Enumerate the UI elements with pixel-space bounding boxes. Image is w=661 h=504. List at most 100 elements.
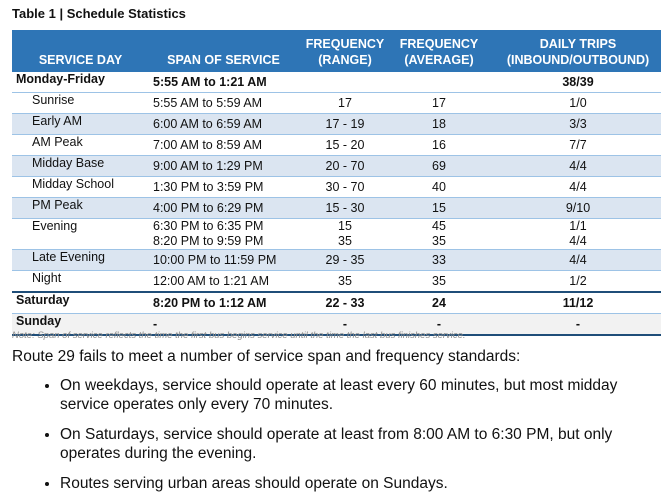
cell-line: DAILY TRIPS (539, 37, 617, 51)
header-cell: SPAN OF SERVICE (149, 30, 298, 72)
cell-text: PM Peak (32, 198, 83, 212)
cell-text: 12:00 AM to 1:21 AM (153, 273, 270, 288)
table-cell: 35 (392, 270, 486, 293)
table-note: Note: Span of service reflects the time … (12, 330, 466, 341)
cell-text: - (575, 316, 581, 331)
cell-text: 69 (432, 158, 446, 173)
table-row: Early AM 6:00 AM to 6:59 AM 17 - 19 18 3/3 (12, 113, 661, 135)
cell-text: Midday Base (32, 156, 105, 170)
cell-text: 4:00 PM to 6:29 PM (153, 200, 264, 215)
cell-text: Late Evening (32, 250, 105, 264)
table-row: AM Peak 7:00 AM to 8:59 AM 15 - 20 16 7/7 (12, 134, 661, 156)
header-row: SERVICE DAY SPAN OF SERVICE FREQUENCY (RANG… (12, 30, 661, 72)
cell-text: 38/39 (562, 74, 594, 89)
cell-text: 15 (432, 200, 446, 215)
table-cell: PM Peak (12, 197, 149, 219)
cell-text: Saturday (16, 293, 70, 307)
table-cell: - (298, 313, 392, 336)
table-cell: 20 - 70 (298, 155, 392, 177)
table-cell: 17 (298, 92, 392, 114)
cell-text: AM Peak (32, 135, 83, 149)
table-cell: 3/3 (486, 113, 661, 135)
intro-text: Route 29 fails to meet a number of servi… (12, 348, 521, 365)
cell-text: 3/3 (569, 116, 587, 131)
table-cell: 15 35 (298, 218, 392, 250)
cell-text: Evening (32, 219, 78, 233)
table-cell: 29 - 35 (298, 249, 392, 271)
cell-text: 5:55 AM to 5:59 AM (153, 95, 263, 110)
cell-line: SERVICE DAY (38, 53, 123, 67)
table-row: Saturday 8:20 PM to 1:12 AM 22 - 33 24 11/12 (12, 291, 661, 314)
cell-text: 33 (432, 252, 446, 267)
cell-text: 29 - 35 (325, 252, 365, 267)
table-title: Table 1 | Schedule Statistics (12, 6, 186, 21)
table-row: Midday School 1:30 PM to 3:59 PM 30 - 70 40… (12, 176, 661, 198)
table-cell (392, 72, 486, 93)
cell-line: (AVERAGE) (404, 53, 474, 67)
cell-text: 7:00 AM to 8:59 AM (153, 137, 263, 152)
table-cell: 1/2 (486, 270, 661, 293)
cell-text: 1/2 (569, 273, 587, 288)
table-cell: 15 - 20 (298, 134, 392, 156)
cell-line: 8:20 PM to 9:59 PM (153, 234, 264, 248)
table-cell: - (149, 313, 298, 336)
table-cell: 4/4 (486, 155, 661, 177)
cell-text: 18 (432, 116, 446, 131)
table-cell: 1/0 (486, 92, 661, 114)
header-cell: FREQUENCY (AVERAGE) (392, 30, 486, 72)
cell-text: 6:00 AM to 6:59 AM (153, 116, 263, 131)
table-cell: 15 - 30 (298, 197, 392, 219)
table-cell: 1/1 4/4 (486, 218, 661, 250)
header-cell: SERVICE DAY (12, 30, 149, 72)
table-cell: 4:00 PM to 6:29 PM (149, 197, 298, 219)
cell-text: 17 - 19 (325, 116, 365, 131)
cell-text: 1:30 PM to 3:59 PM (153, 179, 264, 194)
table-cell: 11/12 (486, 291, 661, 314)
cell-text: 30 - 70 (325, 179, 365, 194)
cell-text: Sunrise (32, 93, 75, 107)
cell-text: 17 (338, 95, 352, 110)
cell-text: Monday-Friday (16, 72, 105, 86)
table-cell: 69 (392, 155, 486, 177)
table-cell: Monday-Friday (12, 72, 149, 93)
cell-text: 35 (432, 273, 446, 288)
bullet: On weekdays, service should operate at l… (60, 376, 630, 414)
table-cell: 5:55 AM to 5:59 AM (149, 92, 298, 114)
table-row: Midday Base 9:00 AM to 1:29 PM 20 - 70 69 4/… (12, 155, 661, 177)
table-row: Evening 6:30 PM to 6:35 PM 8:20 PM to 9:59… (12, 218, 661, 250)
cell-line: 6:30 PM to 6:35 PM (153, 219, 264, 233)
cell-text: 15 - 20 (325, 137, 365, 152)
table-cell: 16 (392, 134, 486, 156)
table-cell: - (486, 313, 661, 336)
cell-text: 10:00 PM to 11:59 PM (153, 252, 277, 267)
cell-text: 4/4 (569, 252, 587, 267)
table-cell: 9/10 (486, 197, 661, 219)
cell-text: 9/10 (565, 200, 591, 215)
table-row: Night 12:00 AM to 1:21 AM 35 35 1/2 (12, 270, 661, 293)
table-cell: Evening (12, 218, 149, 250)
table-row: PM Peak 4:00 PM to 6:29 PM 15 - 30 15 9/10 (12, 197, 661, 219)
table-cell: 30 - 70 (298, 176, 392, 198)
table-body: Monday-Friday 5:55 AM to 1:21 AM 38/39 Sunr… (12, 72, 661, 336)
table-cell: - (392, 313, 486, 336)
cell-text: Early AM (32, 114, 83, 128)
cell-text: 1/0 (569, 95, 587, 110)
table-cell: 17 - 19 (298, 113, 392, 135)
table-cell: Sunday (12, 313, 149, 336)
table-cell: 8:20 PM to 1:12 AM (149, 291, 298, 314)
table-cell: 38/39 (486, 72, 661, 93)
cell-line: 35 (432, 234, 446, 248)
cell-text: 9:00 AM to 1:29 PM (153, 158, 263, 173)
table-cell: Midday Base (12, 155, 149, 177)
cell-text: 8:20 PM to 1:12 AM (153, 295, 267, 310)
cell-line: FREQUENCY (399, 37, 479, 51)
table-cell: Early AM (12, 113, 149, 135)
table-cell: 24 (392, 291, 486, 314)
cell-text: 20 - 70 (325, 158, 365, 173)
table-cell (298, 72, 392, 93)
cell-text: 4/4 (569, 179, 587, 194)
cell-line: (RANGE) (318, 53, 372, 67)
table-cell: 40 (392, 176, 486, 198)
cell-text: 22 - 33 (325, 295, 365, 310)
cell-text: 11/12 (562, 295, 594, 310)
